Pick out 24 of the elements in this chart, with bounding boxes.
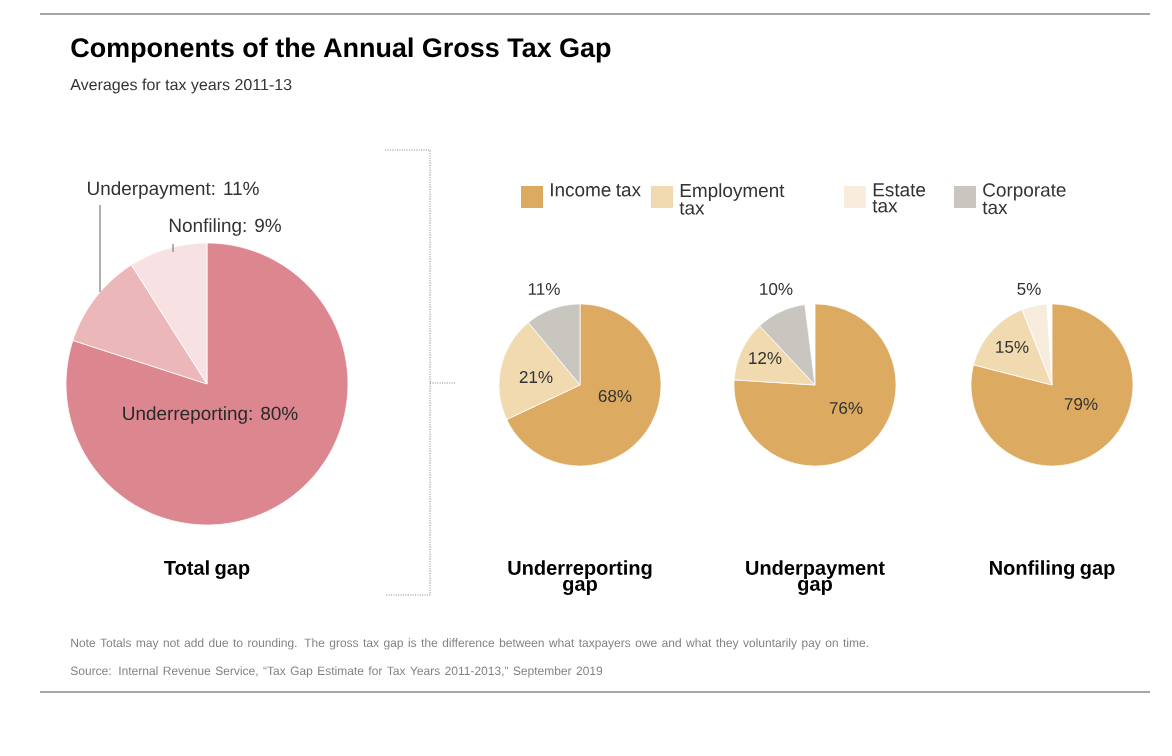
chart-subtitle: Averages for tax years 2011-13 (70, 78, 292, 94)
data-label: 76% (829, 401, 863, 415)
data-label: 5% (1017, 282, 1041, 295)
text: Underreporting gap (508, 560, 652, 595)
data-label: Underreporting: 80% (123, 406, 298, 424)
data-label: Nonfiling: 9% (169, 218, 281, 236)
data-label: 79% (1064, 397, 1098, 411)
text: Underpayment gap (746, 560, 885, 595)
source-note: Source: Internal Revenue Service, “Tax Gap Estimate for Tax Years 2011-2013,” September 2019 (70, 666, 603, 678)
legend-label: Employment tax (679, 183, 785, 215)
data-label: 10% (760, 282, 793, 296)
chart-title: Components of the Annual Gross Tax Gap (71, 37, 611, 63)
legend-label: Income tax (551, 183, 641, 197)
data-label: 12% (749, 351, 782, 364)
data-label: Underpayment: 11% (88, 181, 259, 199)
data-label: 11% (528, 283, 560, 295)
data-label: 21% (519, 370, 553, 383)
data-label: 68% (598, 389, 632, 403)
text: Note Totals may not add due to rounding. The gross tax gap is the difference between what taxpayers owe and what they voluntarily pay on time. (71, 638, 868, 650)
legend-label: Estate tax (872, 183, 926, 213)
legend-label: Corporate tax (982, 183, 1066, 215)
text: Total gap (164, 560, 250, 579)
text: Nonfiling gap (990, 560, 1115, 579)
data-label: 15% (996, 340, 1029, 353)
